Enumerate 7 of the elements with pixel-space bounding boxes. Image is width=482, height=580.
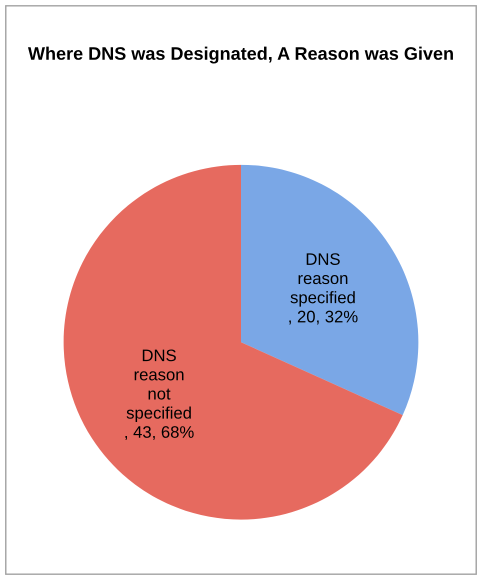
data-label: , 43, 68% [125,426,194,440]
pie-slice [241,164,418,416]
pie-slice [64,164,403,520]
chart-title: Where DNS was Designated, A Reason was Given [28,46,453,64]
slice-label: DNS reason specified [290,253,355,307]
data-label: , 20, 32% [289,310,358,324]
slice-label: DNS reason not specified [126,349,191,422]
